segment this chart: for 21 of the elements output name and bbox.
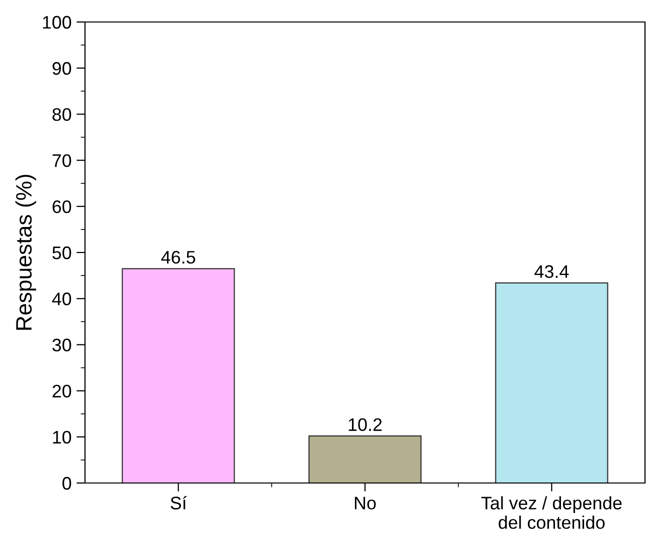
y-tick-label: 0 xyxy=(62,476,72,490)
x-tick-label: Tal vez / depende del contenido xyxy=(481,496,622,529)
y-axis-title: Respuestas (%) xyxy=(15,174,36,330)
y-tick-label: 50 xyxy=(52,246,72,260)
data-label: 46.5 xyxy=(161,250,196,264)
y-tick-label: 30 xyxy=(52,338,72,352)
x-tick-label: Sí xyxy=(170,496,187,510)
y-tick-label: 60 xyxy=(52,200,72,214)
bar xyxy=(122,268,235,483)
x-tick-label: No xyxy=(354,496,376,510)
y-tick-label: 90 xyxy=(52,62,72,75)
y-tick-label: 80 xyxy=(52,108,72,121)
bar xyxy=(495,282,608,483)
bar xyxy=(308,435,422,483)
y-tick-label: 100 xyxy=(43,16,72,29)
y-tick-label: 40 xyxy=(52,292,72,306)
y-tick-label: 70 xyxy=(52,154,72,168)
data-label: 10.2 xyxy=(348,418,382,432)
data-label: 43.4 xyxy=(534,265,569,278)
y-tick-label: 10 xyxy=(53,430,72,444)
y-tick-label: 20 xyxy=(52,384,72,398)
